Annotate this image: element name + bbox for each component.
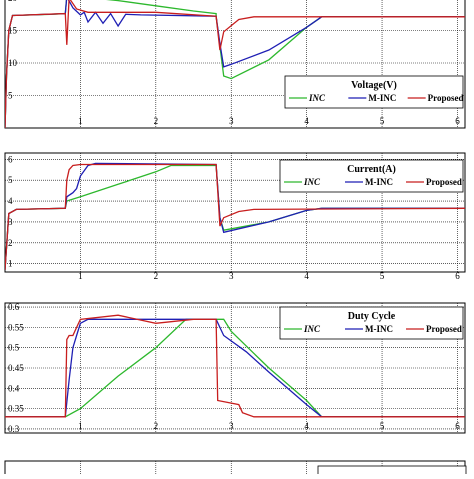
panel-2: 1 2 3 4 5 6 1 2 3 4 5 6 Current(A) INC M-INC Proposed: [4, 152, 466, 281]
x-tick-label: 1: [78, 421, 83, 431]
y-tick-label: 5: [8, 175, 13, 185]
x-tick-label: 3: [229, 271, 234, 281]
y-tick-label: 5: [8, 91, 13, 101]
series-line-proposed: [5, 163, 465, 270]
legend-label: INC: [308, 93, 326, 103]
y-tick-label: 1: [8, 259, 13, 269]
legend-label: Proposed: [428, 93, 464, 103]
legend-label: Proposed: [426, 177, 462, 187]
legend-box: [279, 306, 464, 340]
y-tick-label: 15: [8, 26, 18, 36]
x-tick-label: 1: [78, 271, 83, 281]
x-tick-label: 2: [154, 271, 159, 281]
legend-box: [284, 75, 464, 109]
x-tick-label: 5: [380, 421, 385, 431]
panel-4: [4, 460, 467, 479]
x-tick-label: 3: [229, 116, 234, 126]
legend-label: INC: [303, 324, 321, 334]
legend-label: M-INC: [365, 324, 393, 334]
legend-label: M-INC: [368, 93, 396, 103]
y-tick-label: 6: [8, 154, 13, 164]
y-tick-label: 0.35: [8, 404, 24, 414]
y-tick-label: 20: [8, 0, 18, 3]
y-tick-label: 0.6: [8, 302, 20, 312]
panel-1: 1 2 3 4 5 6 5 10 15 20 Voltage(V) INC M-INC Proposed: [4, 0, 466, 129]
legend-box: [279, 159, 464, 193]
legend-label: Proposed: [426, 324, 462, 334]
panel-3: 1 2 3 4 5 6 0.3 0.35 0.4 0.45 0.5 0.55 0.6 Duty Cycle…: [4, 302, 466, 434]
x-tick-label: 6: [455, 271, 460, 281]
chart-title: Voltage(V): [351, 80, 397, 91]
x-tick-label: 6: [455, 116, 460, 126]
x-tick-label: 3: [229, 421, 234, 431]
x-tick-label: 2: [154, 116, 159, 126]
y-tick-label: 0.55: [8, 322, 24, 332]
x-tick-label: 4: [304, 271, 309, 281]
x-tick-label: 6: [455, 421, 460, 431]
legend-label: M-INC: [365, 177, 393, 187]
x-tick-label: 5: [380, 271, 385, 281]
x-tick-label: 1: [78, 116, 83, 126]
series-line-m-inc: [5, 318, 465, 418]
y-tick-label: 0.45: [8, 363, 24, 373]
series-line-proposed: [5, 0, 465, 128]
y-tick-label: 0.5: [8, 343, 20, 353]
legend-box: [317, 465, 467, 479]
plot-area: [4, 0, 466, 129]
y-tick-label: 0.3: [8, 424, 20, 434]
chart-title: Current(A): [347, 164, 396, 175]
x-tick-label: 2: [154, 421, 159, 431]
y-tick-label: 10: [8, 58, 18, 68]
y-tick-label: 2: [8, 238, 13, 248]
y-tick-label: 0.4: [8, 383, 20, 393]
y-tick-label: 4: [8, 196, 13, 206]
chart-title: Duty Cycle: [348, 311, 396, 322]
legend-label: INC: [303, 177, 321, 187]
x-tick-label: 4: [304, 116, 309, 126]
x-tick-label: 5: [380, 116, 385, 126]
y-tick-label: 3: [8, 217, 13, 227]
x-tick-label: 4: [304, 421, 309, 431]
series-line-proposed: [5, 314, 465, 418]
